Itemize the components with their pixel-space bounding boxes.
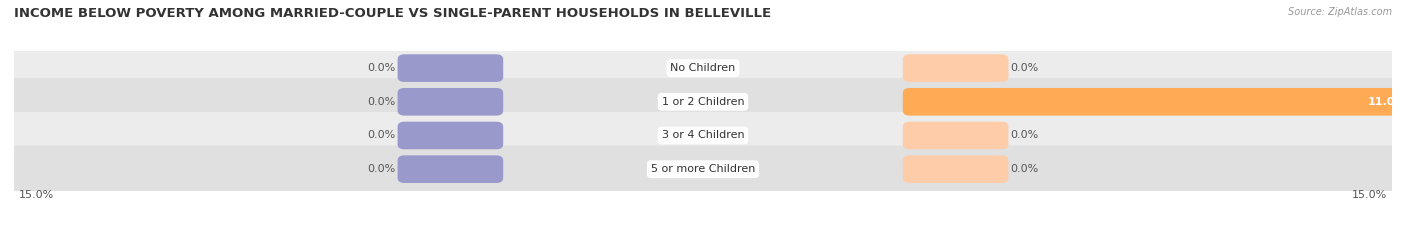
FancyBboxPatch shape bbox=[398, 122, 503, 149]
FancyBboxPatch shape bbox=[398, 54, 503, 82]
Text: 0.0%: 0.0% bbox=[1011, 63, 1039, 73]
Text: 5 or more Children: 5 or more Children bbox=[651, 164, 755, 174]
Text: 0.0%: 0.0% bbox=[367, 130, 395, 140]
Text: 0.0%: 0.0% bbox=[367, 164, 395, 174]
Text: 15.0%: 15.0% bbox=[1353, 190, 1388, 200]
FancyBboxPatch shape bbox=[3, 45, 1403, 92]
FancyBboxPatch shape bbox=[903, 155, 1008, 183]
Text: 15.0%: 15.0% bbox=[18, 190, 53, 200]
FancyBboxPatch shape bbox=[903, 54, 1008, 82]
Text: 11.0%: 11.0% bbox=[1367, 97, 1406, 107]
Text: No Children: No Children bbox=[671, 63, 735, 73]
FancyBboxPatch shape bbox=[3, 146, 1403, 193]
FancyBboxPatch shape bbox=[398, 155, 503, 183]
FancyBboxPatch shape bbox=[903, 88, 1406, 116]
FancyBboxPatch shape bbox=[903, 122, 1008, 149]
Text: 3 or 4 Children: 3 or 4 Children bbox=[662, 130, 744, 140]
FancyBboxPatch shape bbox=[3, 78, 1403, 125]
Text: 0.0%: 0.0% bbox=[1011, 164, 1039, 174]
Text: 1 or 2 Children: 1 or 2 Children bbox=[662, 97, 744, 107]
FancyBboxPatch shape bbox=[398, 88, 503, 116]
Text: 0.0%: 0.0% bbox=[367, 63, 395, 73]
FancyBboxPatch shape bbox=[3, 112, 1403, 159]
Text: INCOME BELOW POVERTY AMONG MARRIED-COUPLE VS SINGLE-PARENT HOUSEHOLDS IN BELLEVI: INCOME BELOW POVERTY AMONG MARRIED-COUPL… bbox=[14, 7, 770, 20]
Text: Source: ZipAtlas.com: Source: ZipAtlas.com bbox=[1288, 7, 1392, 17]
Text: 0.0%: 0.0% bbox=[367, 97, 395, 107]
Text: 0.0%: 0.0% bbox=[1011, 130, 1039, 140]
